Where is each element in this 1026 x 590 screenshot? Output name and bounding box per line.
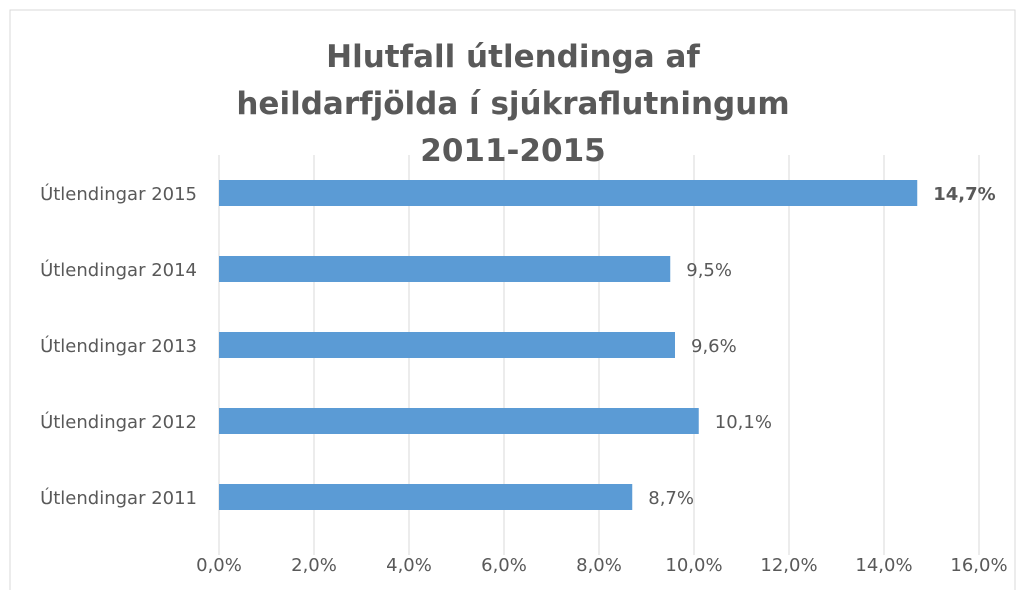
bar (219, 408, 699, 434)
x-tick-label: 8,0% (576, 555, 622, 576)
x-tick-label: 10,0% (665, 555, 722, 576)
chart-title: Hlutfall útlendinga af heildarfjölda í s… (236, 39, 790, 169)
x-tick-label: 2,0% (291, 555, 337, 576)
bar (219, 332, 675, 358)
data-label: 8,7% (648, 488, 694, 509)
x-tick-label: 12,0% (760, 555, 817, 576)
x-tick-label: 14,0% (855, 555, 912, 576)
bar (219, 484, 633, 510)
y-tick-label: Útlendingar 2011 (40, 487, 197, 509)
y-tick-label: Útlendingar 2012 (40, 411, 197, 433)
x-tick-label: 6,0% (481, 555, 527, 576)
x-tick-label: 16,0% (950, 555, 1007, 576)
x-tick-label: 0,0% (196, 555, 242, 576)
bar (219, 256, 671, 282)
data-label: 10,1% (715, 412, 772, 433)
bar (219, 180, 918, 206)
data-label: 9,5% (686, 260, 732, 281)
chart-border (9, 9, 1016, 590)
data-label: 14,7% (933, 184, 995, 205)
data-label: 9,6% (691, 336, 737, 357)
x-tick-label: 4,0% (386, 555, 432, 576)
y-tick-label: Útlendingar 2015 (40, 183, 197, 205)
y-tick-label: Útlendingar 2014 (40, 259, 197, 281)
y-tick-label: Útlendingar 2013 (40, 335, 197, 357)
